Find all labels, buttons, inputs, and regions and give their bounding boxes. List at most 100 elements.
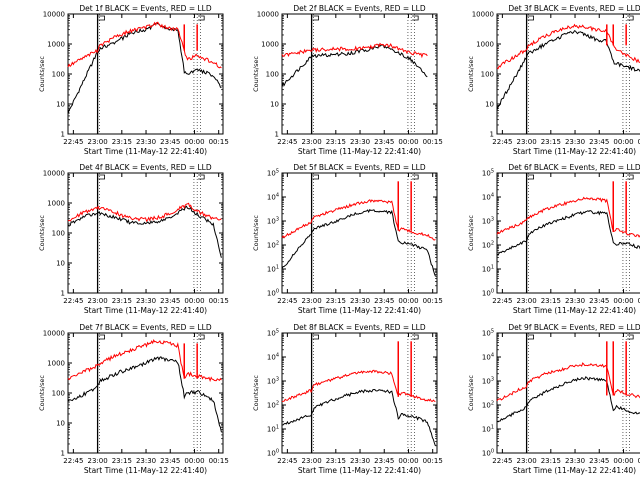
x-tick-label: 23:15	[541, 297, 561, 305]
x-tick-label: 00:00	[398, 457, 418, 465]
x-tick-label: 23:00	[302, 297, 322, 305]
x-tick-label: 23:30	[136, 297, 156, 305]
panel-det-3: Det 3f BLACK = Events, RED = LLD 1 10 100 10…	[467, 4, 640, 156]
x-axis-label: Start Time (11-May-12 22:41:40)	[84, 466, 207, 475]
panel-title: Det 4f BLACK = Events, RED = LLD	[79, 163, 212, 172]
panel-title: Det 1f BLACK = Events, RED = LLD	[79, 4, 212, 13]
panel-det-1: Det 1f BLACK = Events, RED = LLD 1 10 100 10…	[38, 4, 229, 156]
panel-det-9: Det 9f BLACK = Events, RED = LLD 100 101 10…	[467, 323, 640, 475]
panel-title: Det 3f BLACK = Events, RED = LLD	[508, 4, 640, 13]
x-tick-label: 23:45	[374, 138, 394, 146]
x-tick-label: 22:45	[277, 457, 297, 465]
x-tick-label: 23:30	[136, 457, 156, 465]
interval-bracket	[312, 334, 319, 340]
x-axis-label: Start Time (11-May-12 22:41:40)	[298, 466, 421, 475]
y-tick-label: 105	[482, 329, 494, 338]
x-tick-label: 23:15	[112, 138, 132, 146]
x-tick-label: 00:15	[638, 138, 640, 146]
x-tick-label: 23:15	[541, 457, 561, 465]
x-axis-label: Start Time (11-May-12 22:41:40)	[513, 306, 636, 315]
plot-frame	[496, 13, 640, 135]
panel-title: Det 2f BLACK = Events, RED = LLD	[293, 4, 426, 13]
y-tick-label: 101	[482, 265, 494, 274]
x-tick-label: 23:30	[565, 138, 585, 146]
x-tick-label: 00:15	[209, 297, 229, 305]
y-tick-label: 10	[270, 101, 279, 109]
y-tick-label: 10000	[43, 11, 65, 19]
x-tick-label: 23:45	[589, 297, 609, 305]
y-tick-label: 10	[56, 101, 65, 109]
plot-frame	[496, 332, 640, 454]
x-tick-label: 23:15	[326, 138, 346, 146]
plot-frame	[281, 13, 438, 135]
y-tick-label: 100	[266, 71, 279, 79]
panel-title: Det 7f BLACK = Events, RED = LLD	[79, 323, 212, 332]
y-axis-label: Counts/sec	[252, 375, 260, 411]
y-tick-label: 1	[61, 450, 65, 458]
x-tick-label: 00:00	[613, 138, 633, 146]
y-axis-label: Counts/sec	[252, 215, 260, 251]
x-tick-label: 23:15	[112, 297, 132, 305]
y-tick-label: 105	[267, 329, 279, 338]
x-tick-label: 00:00	[398, 138, 418, 146]
lld-series-line	[281, 42, 428, 59]
lld-series-line	[496, 23, 640, 70]
x-tick-label: 23:00	[517, 297, 537, 305]
y-tick-label: 103	[482, 377, 494, 386]
y-tick-label: 104	[267, 193, 279, 202]
x-tick-label: 23:45	[160, 138, 180, 146]
y-axis-label: Counts/sec	[467, 375, 475, 411]
y-tick-label: 105	[482, 169, 494, 178]
x-axis-label: Start Time (11-May-12 22:41:40)	[513, 466, 636, 475]
x-tick-label: 22:45	[63, 138, 83, 146]
x-tick-label: 00:15	[209, 457, 229, 465]
x-tick-label: 00:00	[184, 297, 204, 305]
x-tick-label: 22:45	[63, 297, 83, 305]
y-tick-label: 101	[267, 425, 279, 434]
panel-det-4: Det 4f BLACK = Events, RED = LLD 1 10 100 10…	[38, 163, 229, 315]
x-tick-label: 23:15	[326, 297, 346, 305]
x-tick-label: 00:15	[423, 457, 443, 465]
interval-bracket	[412, 15, 419, 21]
panel-title: Det 9f BLACK = Events, RED = LLD	[508, 323, 640, 332]
events-series-line	[496, 30, 640, 111]
y-tick-label: 1	[275, 131, 279, 139]
plot-frame	[496, 172, 640, 294]
lld-series-line	[496, 362, 640, 402]
y-tick-label: 1000	[47, 360, 65, 368]
x-tick-label: 23:00	[517, 457, 537, 465]
y-tick-label: 103	[267, 217, 279, 226]
x-tick-label: 23:30	[565, 457, 585, 465]
interval-bracket	[627, 334, 634, 340]
y-tick-label: 104	[482, 353, 494, 362]
y-tick-label: 10000	[257, 11, 279, 19]
x-tick-label: 23:45	[589, 457, 609, 465]
y-tick-label: 100	[52, 71, 65, 79]
panel-det-8: Det 8f BLACK = Events, RED = LLD 100 101 10…	[252, 323, 443, 475]
interval-bracket	[527, 174, 534, 180]
y-tick-label: 10000	[43, 330, 65, 338]
x-tick-label: 00:00	[398, 297, 418, 305]
interval-bracket	[527, 334, 534, 340]
plot-frame	[281, 332, 438, 454]
events-series-line	[281, 43, 428, 87]
x-tick-label: 23:00	[302, 138, 322, 146]
interval-bracket	[412, 334, 419, 340]
x-tick-label: 00:00	[184, 138, 204, 146]
plot-frame	[67, 13, 224, 135]
x-tick-label: 23:30	[136, 138, 156, 146]
x-tick-label: 23:45	[589, 138, 609, 146]
panel-title: Det 8f BLACK = Events, RED = LLD	[293, 323, 426, 332]
x-axis-label: Start Time (11-May-12 22:41:40)	[298, 306, 421, 315]
plot-frame	[67, 172, 224, 294]
x-tick-label: 23:00	[302, 457, 322, 465]
y-tick-label: 100	[481, 71, 494, 79]
x-tick-label: 00:15	[638, 297, 640, 305]
interval-bracket	[198, 174, 205, 180]
y-axis-label: Counts/sec	[467, 56, 475, 92]
y-tick-label: 10	[56, 420, 65, 428]
events-series-line	[67, 21, 222, 115]
panel-det-7: Det 7f BLACK = Events, RED = LLD 1 10 100 10…	[38, 323, 229, 475]
y-tick-label: 101	[482, 425, 494, 434]
y-tick-label: 1000	[476, 41, 494, 49]
